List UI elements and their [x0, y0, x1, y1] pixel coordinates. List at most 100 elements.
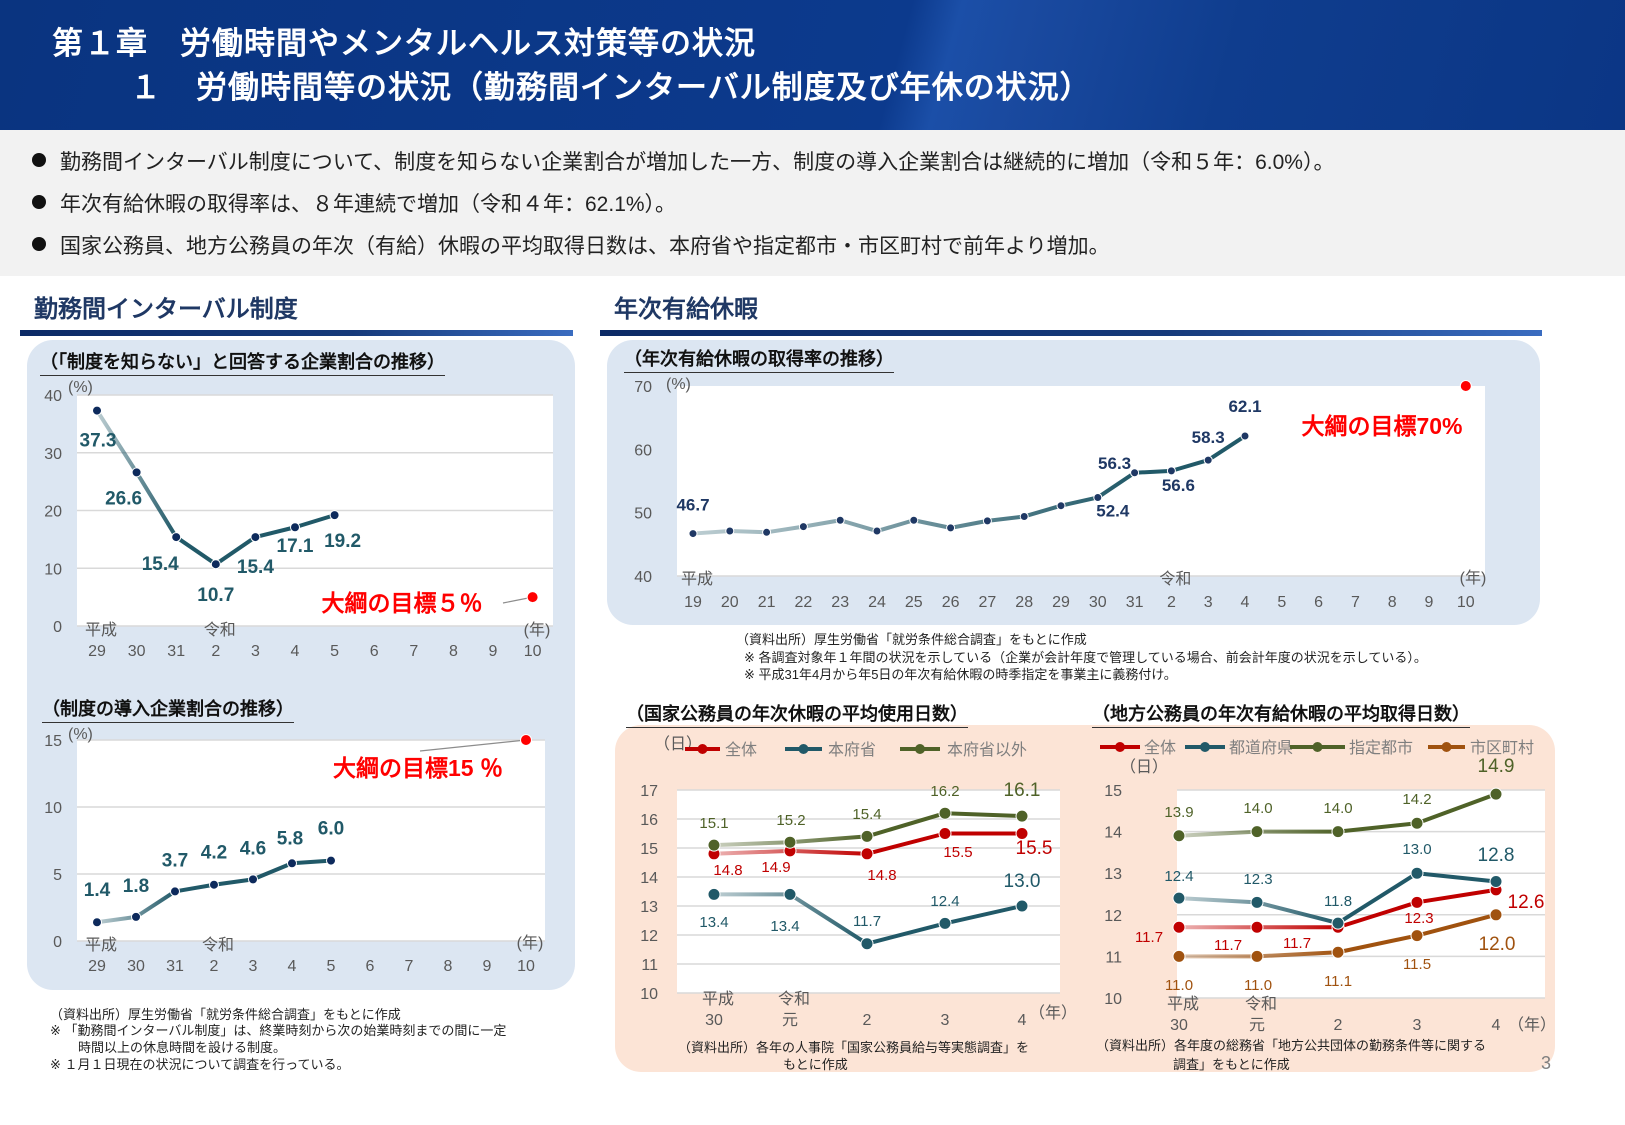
header-banner: 第１章 労働時間やメンタルヘルス対策等の状況 １ 労働時間等の状況（勤務間インタ…: [0, 0, 1625, 130]
legend-label: 本府省: [828, 741, 876, 759]
x-tick-label: 元: [782, 1012, 798, 1029]
legend-label: 本府省以外: [947, 741, 1027, 759]
summary-bullets: 勤務間インターバル制度について、制度を知らない企業割合が増加した一方、制度の導入…: [0, 130, 1625, 276]
data-point: [783, 835, 797, 849]
legend-marker: [1200, 742, 1210, 752]
data-point: [1019, 511, 1029, 521]
data-point: [131, 911, 141, 922]
data-point: [835, 515, 845, 525]
data-label: 56.6: [1162, 476, 1195, 495]
data-label: 14.8: [713, 862, 742, 879]
y-tick-label: 15: [1104, 783, 1122, 800]
x-tick-label: 6: [1314, 594, 1323, 611]
x-tick-label: 8: [449, 643, 458, 660]
data-point: [1410, 866, 1424, 880]
data-label: 15.4: [852, 806, 881, 823]
data-label: 12.3: [1243, 871, 1272, 888]
target-point: [1459, 380, 1472, 392]
data-label: 15.5: [943, 844, 972, 861]
data-label: 15.5: [1016, 838, 1053, 859]
chart-title: （制度の導入企業割合の推移）: [42, 695, 294, 723]
footnote: 時間以上の休息時間を設ける制度。: [78, 1040, 287, 1055]
data-label: 11.7: [1135, 929, 1163, 946]
data-label: 4.2: [201, 843, 227, 864]
legend-label: 指定都市: [1349, 739, 1413, 757]
data-label: 12.4: [1164, 868, 1193, 885]
x-tick-label: 30: [1170, 1017, 1188, 1034]
data-point: [171, 532, 182, 543]
data-point: [783, 887, 797, 901]
x-tick-label: 4: [1018, 1012, 1027, 1029]
data-point: [1203, 455, 1213, 465]
data-label: 14.2: [1402, 791, 1431, 808]
data-point: [707, 887, 721, 901]
x-tick-label: 9: [1425, 594, 1434, 611]
data-label: 11.0: [1244, 977, 1272, 994]
data-label: 3.7: [162, 850, 188, 871]
data-label: 4.6: [240, 838, 266, 859]
data-label: 15.1: [699, 815, 728, 832]
era-label: 平成: [681, 570, 713, 588]
y-tick-label: 11: [1105, 949, 1122, 966]
x-tick-label: 元: [1249, 1017, 1265, 1034]
x-tick-label: 29: [1052, 594, 1070, 611]
x-tick-label: 2: [1334, 1017, 1343, 1034]
source-note: （資料出所）厚生労働省「就労条件総合調査」をもとに作成: [736, 632, 1087, 647]
data-point: [131, 467, 142, 478]
source-note: （資料出所）各年度の総務省「地方公共団体の勤務条件等に関する: [1096, 1038, 1487, 1053]
data-point: [1489, 908, 1503, 922]
data-label: 15.4: [142, 554, 179, 575]
y-tick-label: 15: [640, 841, 658, 858]
x-tick-label: 5: [327, 958, 336, 975]
data-point: [1410, 816, 1424, 830]
x-tick-label: 30: [128, 643, 146, 660]
chart-title: （「制度を知らない」と回答する企業割合の推移）: [40, 348, 445, 376]
y-unit-label: （日）: [1120, 758, 1168, 776]
data-point: [762, 527, 772, 537]
data-label: 15.2: [776, 812, 805, 829]
data-point: [938, 827, 952, 840]
section-title: 労働時間等の状況（勤務間インターバル制度及び年休の状況）: [196, 70, 1092, 105]
x-tick-label: 31: [1126, 594, 1144, 611]
data-label: 14.9: [761, 859, 790, 876]
x-tick-label: 24: [868, 594, 886, 611]
x-tick-label: 30: [1089, 594, 1107, 611]
legend-marker: [798, 744, 809, 754]
x-tick-label: 29: [88, 958, 106, 975]
era-label: 令和: [778, 990, 810, 1008]
data-label: 16.1: [1004, 780, 1041, 801]
plot-area: [677, 790, 1060, 993]
x-tick-label: 6: [370, 643, 379, 660]
data-point: [1410, 895, 1424, 909]
legend-marker: [1441, 742, 1452, 752]
data-point: [1015, 899, 1029, 913]
data-point: [290, 522, 300, 533]
x-tick-label: 26: [942, 594, 960, 611]
x-tick-label: 8: [444, 958, 453, 975]
target-connector: [419, 739, 527, 752]
y-tick-label: 60: [634, 442, 652, 459]
y-tick-label: 70: [634, 379, 652, 396]
x-tick-label: 25: [905, 594, 923, 611]
y-tick-label: 16: [640, 812, 658, 829]
data-label: 62.1: [1228, 397, 1261, 416]
x-tick-label: 31: [167, 643, 185, 660]
bullet-text: 国家公務員、地方公務員の年次（有給）休暇の平均取得日数は、本府省や指定都市・市区…: [60, 235, 1110, 258]
data-point: [938, 806, 952, 820]
x-tick-label: 10: [1457, 594, 1475, 611]
data-point: [170, 886, 180, 897]
data-point: [860, 847, 874, 861]
x-tick-label: 7: [405, 958, 414, 975]
section-heading-leave: 年次有給休暇: [614, 296, 758, 323]
target-label: 大綱の目標15 ％: [333, 755, 503, 781]
data-label: 14.8: [867, 867, 896, 884]
data-label: 11.7: [1283, 935, 1311, 952]
y-tick-label: 10: [44, 800, 62, 817]
x-tick-label: 7: [1351, 594, 1360, 611]
source-note: （資料出所）厚生労働省「就労条件総合調査」をもとに作成: [50, 1007, 401, 1022]
x-tick-label: 2: [1167, 594, 1176, 611]
era-label: 令和: [1159, 570, 1191, 588]
bullet-text: 勤務間インターバル制度について、制度を知らない企業割合が増加した一方、制度の導入…: [60, 151, 1335, 174]
bullet-icon: [32, 237, 46, 251]
